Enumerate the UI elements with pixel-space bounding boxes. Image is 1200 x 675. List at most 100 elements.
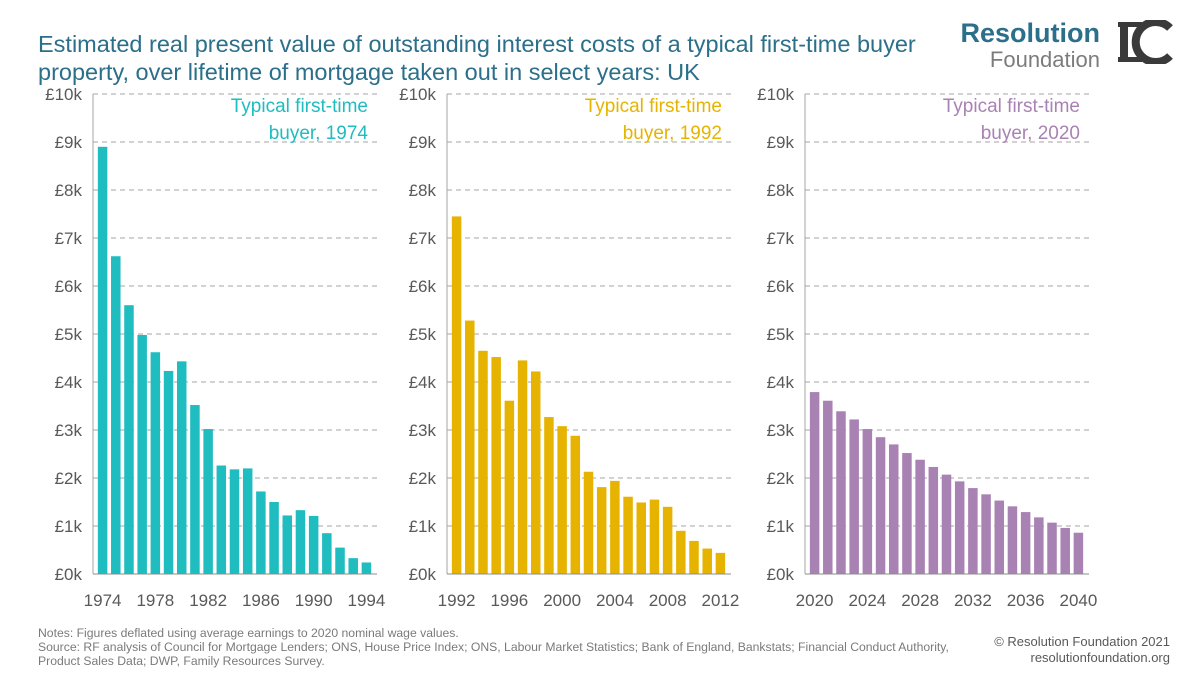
- logo-text-bottom: Foundation: [989, 47, 1100, 72]
- y-tick-label: £4k: [767, 373, 795, 392]
- panel-label-line2: buyer, 1992: [623, 123, 722, 144]
- bar-2032: [968, 488, 978, 574]
- y-tick-label: £2k: [55, 469, 83, 488]
- x-tick-label: 2036: [1007, 591, 1045, 610]
- x-tick-label: 2012: [701, 591, 739, 610]
- bar-1993: [348, 558, 358, 574]
- bar-1981: [190, 405, 200, 574]
- copyright-line: © Resolution Foundation 2021: [994, 634, 1170, 649]
- bar-1976: [124, 305, 134, 574]
- x-tick-label: 2040: [1059, 591, 1097, 610]
- bar-2023: [849, 419, 859, 574]
- y-tick-label: £0k: [767, 565, 795, 584]
- copyright: © Resolution Foundation 2021 resolutionf…: [994, 634, 1170, 666]
- bar-1995: [491, 357, 501, 574]
- bar-1978: [150, 352, 161, 574]
- y-tick-label: £10k: [45, 85, 82, 104]
- y-tick-label: £7k: [55, 229, 83, 248]
- panel-label-line1: Typical first-time: [585, 96, 722, 117]
- y-tick-label: £6k: [767, 277, 795, 296]
- bar-2020: [809, 392, 820, 574]
- y-tick-label: £5k: [409, 325, 437, 344]
- bar-1999: [544, 417, 554, 574]
- x-tick-label: 1996: [490, 591, 528, 610]
- bar-2035: [1007, 506, 1018, 574]
- bar-2038: [1047, 522, 1057, 574]
- panel-label-line1: Typical first-time: [231, 96, 368, 117]
- bar-2040: [1073, 532, 1084, 574]
- panel-label-line1: Typical first-time: [943, 96, 1080, 117]
- y-tick-label: £1k: [55, 517, 83, 536]
- bar-1977: [137, 334, 147, 574]
- bar-1983: [216, 465, 227, 574]
- y-tick-label: £10k: [399, 85, 436, 104]
- y-tick-label: £4k: [409, 373, 437, 392]
- source-line-continued: Product Sales Data; DWP, Family Resource…: [38, 654, 325, 668]
- y-tick-label: £0k: [409, 565, 437, 584]
- x-tick-label: 2000: [543, 591, 581, 610]
- x-tick-label: 1974: [84, 591, 122, 610]
- bar-2010: [689, 540, 699, 574]
- bar-1979: [163, 370, 174, 574]
- bar-2011: [702, 548, 712, 574]
- y-tick-label: £7k: [409, 229, 437, 248]
- y-tick-label: £1k: [767, 517, 795, 536]
- y-tick-label: £2k: [767, 469, 795, 488]
- bar-1982: [203, 429, 213, 574]
- bar-2030: [941, 474, 952, 574]
- bar-1997: [517, 360, 528, 574]
- y-tick-label: £7k: [767, 229, 795, 248]
- x-tick-label: 1978: [136, 591, 174, 610]
- bar-2022: [836, 411, 846, 574]
- bar-1996: [504, 400, 515, 574]
- y-tick-label: £8k: [767, 181, 795, 200]
- bar-2033: [981, 494, 991, 574]
- x-tick-label: 2020: [796, 591, 834, 610]
- y-tick-label: £6k: [55, 277, 83, 296]
- bar-2009: [676, 530, 686, 574]
- bar-2034: [994, 500, 1005, 574]
- y-tick-label: £4k: [55, 373, 83, 392]
- bar-2001: [570, 435, 581, 574]
- bar-2024: [862, 429, 873, 574]
- y-tick-label: £10k: [757, 85, 794, 104]
- resolution-foundation-logo: Resolution Foundation: [961, 18, 1101, 72]
- bar-2039: [1060, 527, 1070, 574]
- x-tick-label: 2004: [596, 591, 634, 610]
- notes-and-sources: Notes: Figures deflated using average ea…: [38, 626, 998, 668]
- bar-1975: [111, 256, 121, 574]
- y-tick-label: £3k: [55, 421, 83, 440]
- bar-2005: [623, 496, 633, 574]
- bar-1998: [530, 371, 541, 574]
- bar-2007: [649, 499, 660, 574]
- bar-2026: [888, 444, 899, 574]
- bar-2037: [1034, 517, 1044, 574]
- panel-label-line2: buyer, 2020: [981, 123, 1080, 144]
- bar-2036: [1020, 512, 1031, 574]
- bar-1991: [322, 533, 332, 574]
- notes-line: Notes: Figures deflated using average ea…: [38, 626, 459, 640]
- y-tick-label: £6k: [409, 277, 437, 296]
- y-tick-label: £9k: [767, 133, 795, 152]
- bar-1992: [451, 216, 462, 574]
- bar-2027: [902, 453, 912, 574]
- bar-1985: [242, 468, 253, 574]
- bar-2025: [875, 437, 886, 574]
- y-tick-label: £9k: [55, 133, 83, 152]
- bar-1994: [478, 350, 488, 574]
- y-tick-label: £9k: [409, 133, 437, 152]
- y-tick-label: £3k: [409, 421, 437, 440]
- bar-1994: [361, 562, 372, 574]
- bar-1987: [269, 502, 279, 574]
- bar-1990: [308, 515, 319, 574]
- panel-label-line2: buyer, 1974: [269, 123, 369, 144]
- x-tick-label: 1986: [242, 591, 280, 610]
- y-tick-label: £5k: [767, 325, 795, 344]
- bar-1989: [295, 510, 306, 574]
- y-tick-label: £1k: [409, 517, 437, 536]
- chart-title: Estimated real present value of outstand…: [38, 31, 916, 85]
- bar-2021: [823, 400, 833, 574]
- bar-1986: [256, 491, 266, 574]
- x-tick-label: 1994: [347, 591, 385, 610]
